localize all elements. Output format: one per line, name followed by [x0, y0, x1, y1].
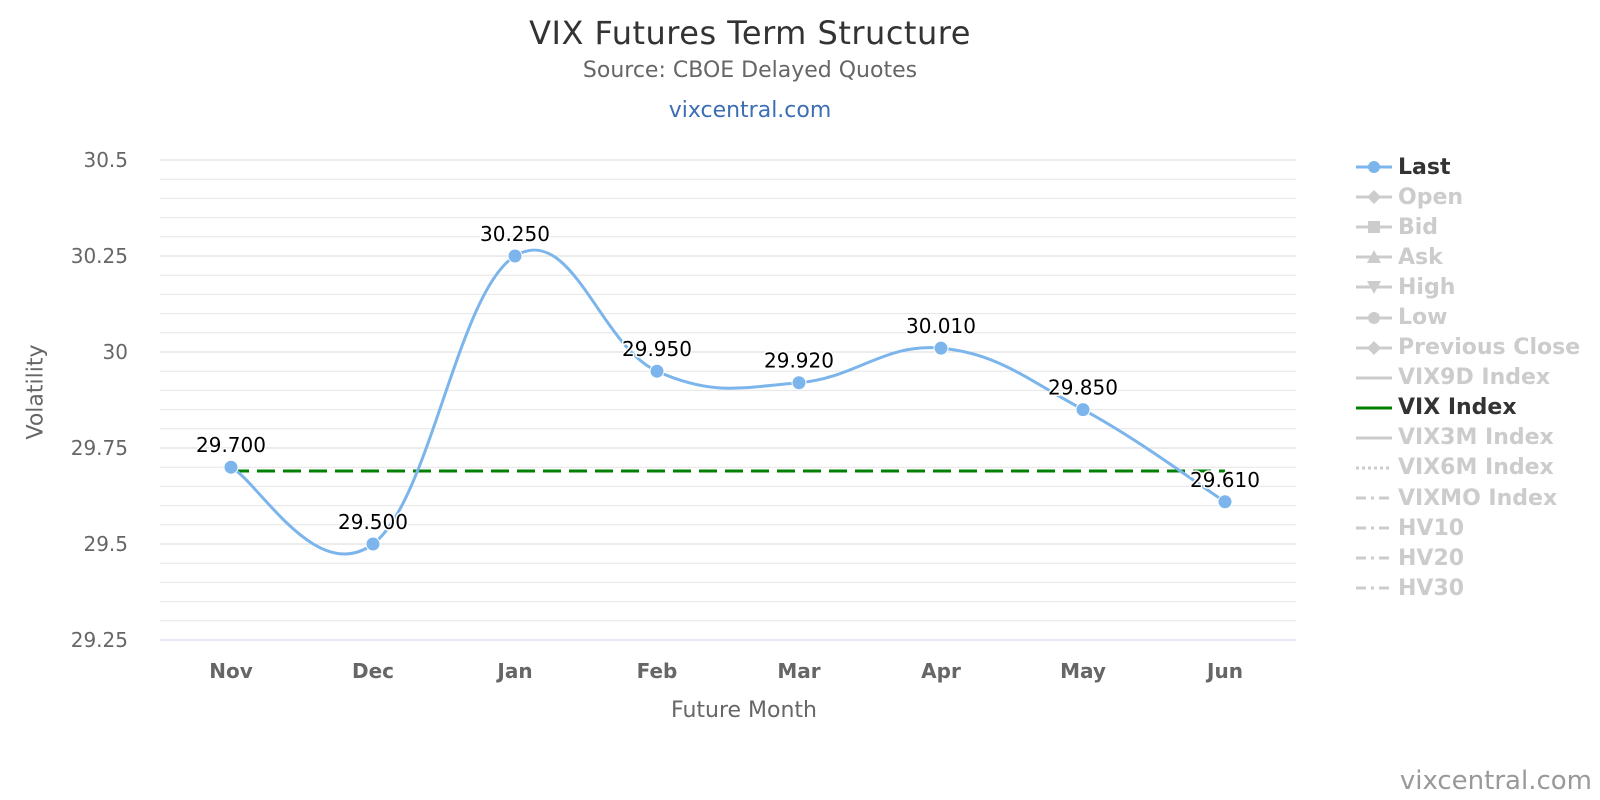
data-point: [791, 375, 807, 391]
y-tick-label: 30.5: [83, 148, 128, 172]
legend-item[interactable]: High: [1356, 272, 1580, 302]
x-tick-label: Mar: [777, 659, 820, 683]
data-point: [223, 459, 239, 475]
data-point: [365, 536, 381, 552]
data-point: [507, 248, 523, 264]
legend-label: Last: [1398, 154, 1451, 180]
legend-item[interactable]: VIX9D Index: [1356, 363, 1580, 393]
data-point: [649, 363, 665, 379]
legend-symbol-icon: [1356, 281, 1392, 295]
legend-symbol-icon: [1356, 161, 1392, 174]
data-label: 29.920: [764, 349, 834, 373]
legend-symbol-icon: [1356, 586, 1392, 590]
chart-subtitle: Source: CBOE Delayed Quotes: [582, 58, 918, 83]
data-label: 29.950: [622, 337, 692, 361]
y-tick-label: 30.25: [71, 244, 128, 268]
x-axis-title: Future Month: [670, 698, 818, 723]
legend-symbol-icon: [1356, 406, 1392, 410]
y-axis-title: Volatility: [23, 344, 49, 440]
legend-symbol-icon: [1356, 311, 1392, 324]
legend-item[interactable]: Ask: [1356, 242, 1580, 272]
data-label: 29.700: [196, 433, 266, 457]
legend-item[interactable]: VIXMO Index: [1356, 483, 1580, 513]
legend-item[interactable]: HV30: [1356, 573, 1580, 603]
legend-item[interactable]: HV10: [1356, 513, 1580, 543]
legend-label: Previous Close: [1398, 335, 1581, 361]
last-series-line: [230, 248, 1226, 556]
legend-label: Ask: [1398, 244, 1443, 270]
legend-item[interactable]: HV20: [1356, 543, 1580, 573]
data-point: [933, 340, 949, 356]
legend-label: HV30: [1398, 575, 1465, 601]
x-tick-label: Jun: [1205, 659, 1243, 683]
y-tick-label: 29.5: [83, 532, 128, 556]
legend-symbol-icon: [1356, 250, 1392, 264]
credit-link[interactable]: vixcentral.com: [1399, 766, 1592, 796]
legend-symbol-icon: [1356, 221, 1392, 234]
legend-item[interactable]: VIX6M Index: [1356, 453, 1580, 483]
legend-label: HV10: [1398, 515, 1465, 541]
data-label: 29.500: [338, 510, 408, 534]
x-tick-label: Apr: [921, 659, 961, 683]
legend-label: HV20: [1398, 545, 1465, 571]
legend-label: Open: [1398, 184, 1464, 210]
legend-label: Bid: [1398, 214, 1439, 240]
legend-label: VIX9D Index: [1398, 365, 1551, 391]
y-tick-label: 29.25: [71, 628, 128, 652]
legend-label: VIX Index: [1398, 395, 1517, 421]
legend-symbol-icon: [1356, 496, 1392, 500]
legend-symbol-icon: [1356, 436, 1392, 440]
legend-item[interactable]: Bid: [1356, 212, 1580, 242]
legend-symbol-icon: [1356, 376, 1392, 380]
legend-label: VIXMO Index: [1398, 485, 1558, 511]
data-point: [1075, 402, 1091, 418]
legend-symbol-icon: [1356, 526, 1392, 530]
y-tick-label: 29.75: [71, 436, 128, 460]
legend-label: Low: [1398, 305, 1448, 331]
data-point: [1217, 494, 1233, 510]
legend-label: VIX3M Index: [1398, 425, 1554, 451]
legend-symbol-icon: [1356, 556, 1392, 560]
legend: Last Open Bid Ask High Low Previous Close VIX9D…: [1356, 152, 1580, 603]
legend-item[interactable]: VIX Index: [1356, 393, 1580, 423]
data-label: 29.850: [1048, 376, 1118, 400]
data-label: 30.010: [906, 314, 976, 338]
legend-item[interactable]: Open: [1356, 182, 1580, 212]
legend-symbol-icon: [1356, 190, 1392, 205]
y-tick-label: 30: [103, 340, 128, 364]
legend-label: VIX6M Index: [1398, 455, 1554, 481]
legend-symbol-icon: [1356, 466, 1392, 470]
legend-label: High: [1398, 274, 1456, 300]
x-tick-label: Jan: [495, 659, 532, 683]
data-label: 30.250: [480, 222, 550, 246]
x-tick-label: Dec: [352, 659, 394, 683]
legend-item[interactable]: VIX3M Index: [1356, 423, 1580, 453]
x-tick-label: Nov: [209, 659, 253, 683]
x-tick-label: May: [1060, 659, 1106, 683]
legend-item[interactable]: Previous Close: [1356, 333, 1580, 363]
legend-item[interactable]: Last: [1356, 152, 1580, 182]
data-label: 29.610: [1190, 468, 1260, 492]
legend-symbol-icon: [1356, 340, 1392, 355]
site-link[interactable]: vixcentral.com: [668, 98, 832, 123]
chart-title: VIX Futures Term Structure: [529, 14, 971, 52]
legend-item[interactable]: Low: [1356, 302, 1580, 332]
x-tick-label: Feb: [637, 659, 678, 683]
